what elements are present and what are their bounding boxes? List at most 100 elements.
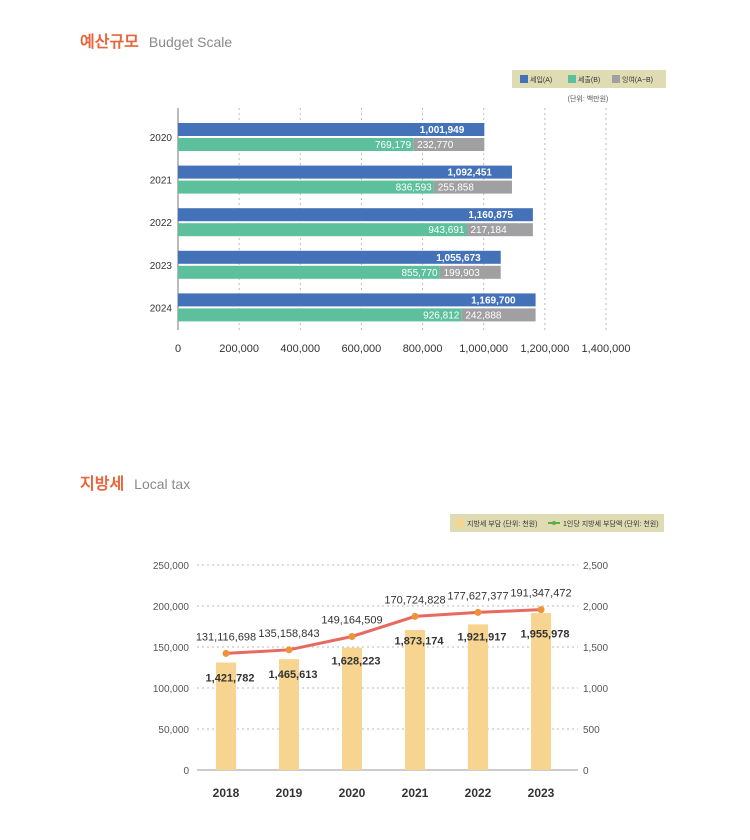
bar-label-revenue: 1,055,673: [436, 253, 481, 264]
left-tick-label: 0: [183, 766, 189, 777]
bar-label-surplus: 255,858: [438, 183, 475, 194]
localtax-title: 지방세 Local tax: [80, 470, 190, 494]
bar-label-surplus: 217,184: [470, 225, 507, 236]
y-tick-label: 2023: [150, 261, 173, 272]
x-tick-label: 600,000: [342, 343, 382, 355]
bar-label-expenditure: 769,179: [375, 140, 412, 151]
localtax-title-en: Local tax: [134, 476, 191, 492]
x-tick-label: 0: [175, 343, 181, 355]
legend-label-bars: 지방세 부담 (단위: 천원): [467, 519, 537, 528]
x-tick-label: 2021: [402, 786, 429, 800]
line-value-label: 1,628,223: [332, 655, 381, 667]
y-tick-label: 2021: [150, 176, 173, 187]
left-tick-label: 200,000: [153, 602, 190, 613]
line-marker: [222, 649, 230, 657]
bar-surplus: [433, 180, 512, 194]
bar-expenditure: [178, 223, 467, 237]
left-tick-label: 100,000: [153, 684, 190, 695]
bar-local-tax: [216, 662, 236, 770]
bar-label-expenditure: 836,593: [396, 183, 433, 194]
bar-local-tax: [279, 659, 299, 770]
legend-label-line: 1인당 지방세 부담액 (단위: 천원): [563, 519, 659, 528]
bar-label-expenditure: 855,770: [401, 268, 438, 279]
legend-swatch-bars: [456, 519, 464, 527]
x-tick-label: 1,200,000: [520, 343, 569, 355]
bar-local-tax: [531, 613, 551, 770]
legend-marker-line: [552, 521, 556, 525]
bar-surplus: [461, 308, 536, 322]
legend-box: [512, 70, 666, 88]
budget-title: 예산규모 Budget Scale: [80, 28, 232, 52]
left-tick-label: 150,000: [153, 643, 190, 654]
x-tick-label: 1,400,000: [582, 343, 631, 355]
bar-value-label: 177,627,377: [447, 590, 508, 602]
bar-surplus: [439, 265, 501, 279]
bar-value-label: 170,724,828: [384, 594, 445, 606]
bar-value-label: 135,158,843: [258, 628, 319, 640]
bar-label-surplus: 242,888: [465, 310, 502, 321]
right-tick-label: 1,000: [583, 684, 608, 695]
bar-surplus: [413, 138, 485, 151]
bar-expenditure: [178, 138, 414, 151]
x-tick-label: 2020: [339, 786, 366, 800]
bar-label-surplus: 199,903: [444, 268, 481, 279]
legend-swatch-1: [568, 75, 576, 83]
line-marker: [285, 646, 293, 654]
bar-revenue: [178, 250, 501, 264]
right-tick-label: 2,500: [583, 561, 608, 572]
x-tick-label: 400,000: [280, 343, 320, 355]
bar-label-expenditure: 926,812: [423, 310, 460, 321]
x-tick-label: 2023: [528, 786, 555, 800]
bar-label-revenue: 1,169,700: [471, 295, 516, 306]
budget-title-ko: 예산규모: [80, 34, 139, 51]
bar-expenditure: [178, 265, 440, 279]
x-tick-label: 2019: [276, 786, 303, 800]
bar-label-surplus: 232,770: [417, 140, 454, 151]
x-tick-label: 800,000: [403, 343, 443, 355]
bar-expenditure: [178, 180, 434, 194]
y-tick-label: 2020: [150, 133, 173, 144]
bar-expenditure: [178, 308, 462, 322]
legend-label-1: 세출(B): [578, 75, 600, 84]
bar-value-label: 191,347,472: [510, 588, 571, 600]
legend-swatch-0: [520, 75, 528, 83]
bar-local-tax: [468, 624, 488, 770]
bar-label-revenue: 1,160,875: [468, 210, 513, 221]
x-tick-label: 2018: [213, 786, 240, 800]
legend-swatch-2: [612, 75, 620, 83]
bar-revenue: [178, 293, 536, 307]
x-tick-label: 1,000,000: [459, 343, 508, 355]
budget-title-en: Budget Scale: [148, 34, 233, 50]
bar-local-tax: [405, 630, 425, 770]
line-marker: [474, 608, 482, 616]
unit-note: (단위: 백만원): [568, 94, 609, 103]
y-tick-label: 2024: [150, 303, 173, 314]
bar-revenue: [178, 165, 512, 179]
x-tick-label: 200,000: [219, 343, 259, 355]
left-tick-label: 250,000: [153, 561, 190, 572]
line-marker: [411, 612, 419, 620]
bar-value-label: 131,116,698: [196, 631, 256, 643]
line-value-label: 1,921,917: [458, 631, 507, 643]
y-tick-label: 2022: [150, 218, 173, 229]
line-per-capita: [225, 608, 542, 655]
x-tick-label: 2022: [465, 786, 492, 800]
bar-value-label: 149,164,509: [321, 614, 382, 626]
legend-label-2: 잉여(A−B): [622, 75, 653, 84]
bar-revenue: [178, 208, 533, 222]
bar-surplus: [466, 223, 533, 237]
bar-label-revenue: 1,092,451: [447, 168, 492, 179]
line-marker: [348, 632, 356, 640]
bar-local-tax: [342, 647, 362, 770]
localtax-title-ko: 지방세: [80, 476, 125, 493]
line-value-label: 1,873,174: [395, 635, 445, 647]
line-value-label: 1,465,613: [269, 669, 318, 681]
line-value-label: 1,421,782: [206, 672, 255, 684]
right-tick-label: 1,500: [583, 643, 608, 654]
line-marker: [537, 606, 545, 614]
right-tick-label: 2,000: [583, 602, 608, 613]
bar-label-expenditure: 943,691: [428, 225, 465, 236]
budget-chart: 세입(A) 세출(B) 잉여(A−B) (단위: 백만원) 0 200,000 400,00…: [150, 70, 666, 355]
right-tick-label: 500: [583, 725, 600, 736]
